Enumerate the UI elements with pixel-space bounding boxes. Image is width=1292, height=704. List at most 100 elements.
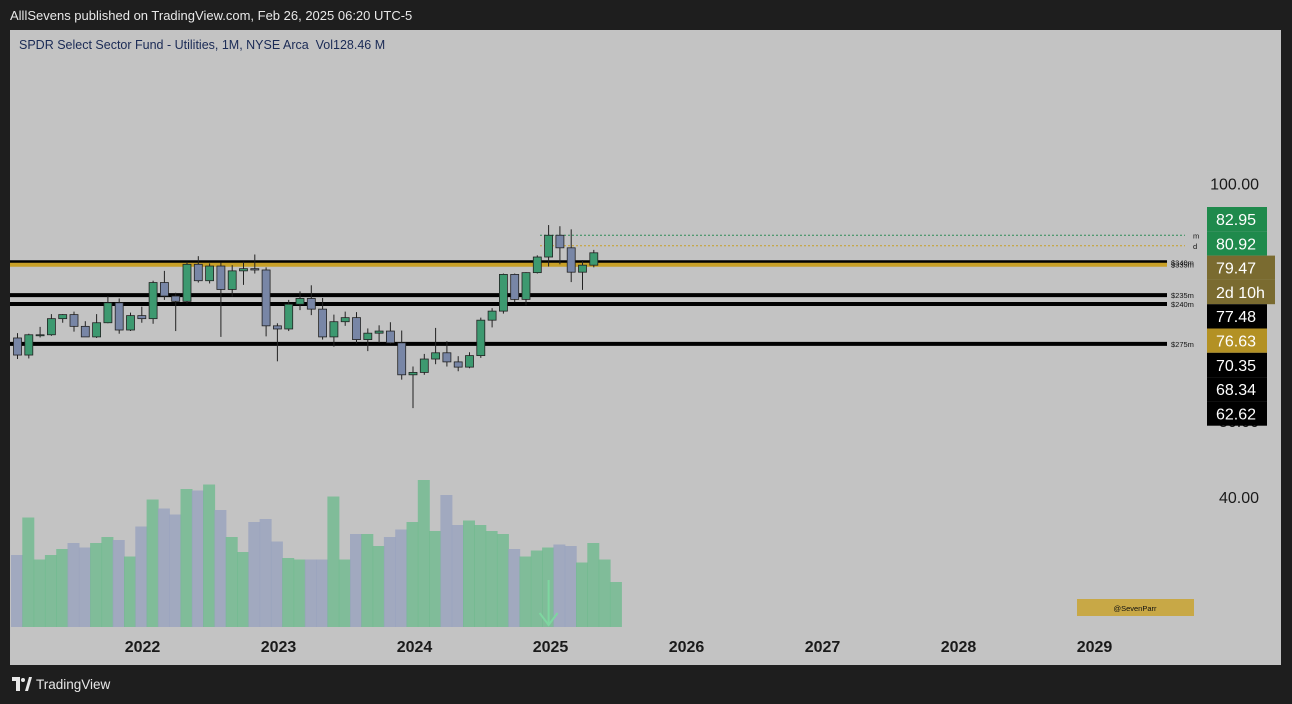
volume-bar: [67, 543, 80, 627]
volume-bar: [90, 543, 103, 627]
volume-bar: [214, 510, 227, 627]
volume-bar: [169, 514, 182, 627]
candle-down: [306, 298, 316, 310]
volume-bar: [609, 582, 622, 627]
watermark-text: @SevenParr: [1113, 604, 1157, 613]
volume-readout: Vol128.46 M: [315, 38, 386, 52]
candle-up: [487, 310, 497, 321]
tradingview-logo-icon[interactable]: [12, 677, 32, 691]
candle-down: [114, 302, 124, 331]
volume-bar: [383, 537, 396, 627]
volume-bar: [259, 519, 272, 627]
volume-bar: [304, 559, 317, 627]
candle-up: [284, 303, 294, 330]
dotted-level-tag: m: [1193, 231, 1199, 240]
volume-bar: [406, 522, 419, 627]
x-tick-label: 2023: [261, 639, 297, 656]
volume-bar: [361, 534, 374, 627]
plot-layer: [10, 225, 1185, 627]
volume-bar: [372, 546, 385, 627]
volume-bar: [124, 556, 136, 627]
candle-up: [544, 234, 553, 258]
candle-up: [329, 321, 339, 338]
volume-bar: [237, 552, 249, 627]
volume-bar: [553, 544, 566, 627]
volume-bar: [598, 559, 611, 627]
volume-bar: [451, 525, 464, 627]
level-label: $235m: [1171, 291, 1194, 300]
volume-bar: [146, 499, 159, 627]
volume-bar: [474, 525, 487, 627]
price-tag: [1207, 304, 1267, 329]
volume-bar: [530, 550, 543, 627]
price-tag: [1207, 401, 1267, 426]
candle-down: [261, 269, 271, 327]
volume-bar: [248, 522, 261, 627]
price-tag-text: 77.48: [1216, 309, 1256, 326]
candle-down: [510, 274, 520, 300]
price-tag-text: 82.95: [1216, 212, 1256, 229]
candle-up: [476, 319, 486, 357]
volume-bar: [338, 559, 351, 627]
candle-up: [578, 264, 587, 273]
candle-down: [80, 325, 90, 338]
volume-bar: [417, 480, 430, 627]
volume-bar: [316, 559, 329, 627]
volume-bar: [135, 526, 148, 627]
publish-header: AlllSevens published on TradingView.com,…: [0, 0, 1292, 30]
x-tick-label: 2026: [669, 639, 705, 656]
price-tag: [1207, 255, 1275, 280]
price-tag-text: 68.34: [1216, 382, 1256, 399]
volume-bar: [508, 549, 521, 627]
volume-bar: [576, 562, 588, 627]
candle-down: [250, 268, 260, 271]
candle-down: [272, 325, 282, 330]
volume-bar: [519, 556, 532, 627]
dotted-level-tag: d: [1193, 242, 1197, 251]
volume-bar: [191, 490, 204, 627]
price-tag: [1207, 352, 1267, 378]
x-tick-label: 2022: [125, 639, 161, 656]
candle-up: [465, 355, 474, 368]
candle-up: [35, 334, 45, 337]
candle-up: [92, 322, 101, 338]
volume-bar: [440, 495, 453, 627]
x-tick-label: 2027: [805, 639, 841, 656]
y-tick-label: 100.00: [1210, 177, 1259, 194]
volume-bar: [429, 531, 442, 627]
candle-down: [453, 361, 463, 368]
price-tag-text: 80.92: [1216, 236, 1256, 253]
candle-up: [47, 318, 56, 336]
y-tick-label: 40.00: [1219, 490, 1259, 507]
volume-bar: [112, 540, 125, 627]
candle-up: [408, 372, 418, 376]
volume-bar: [395, 529, 408, 627]
candle-up: [363, 332, 373, 340]
symbol-title-text: SPDR Select Sector Fund - Utilities, 1M,…: [19, 38, 309, 52]
price-tag: [1207, 279, 1275, 305]
x-tick-label: 2025: [533, 639, 569, 656]
candle-up: [589, 252, 599, 266]
volume-bar: [564, 546, 577, 627]
candle-up: [103, 302, 113, 324]
candle-up: [227, 270, 237, 290]
price-tag-text: 70.35: [1216, 358, 1256, 375]
volume-bar: [485, 531, 498, 627]
candle-up: [205, 265, 215, 282]
volume-bar: [78, 547, 91, 627]
price-tag: [1207, 231, 1267, 256]
price-tag-text: 62.62: [1216, 406, 1256, 423]
price-tag-text: 79.47: [1216, 261, 1256, 278]
level-label: $335m: [1171, 261, 1194, 270]
candle-up: [521, 272, 531, 300]
tradingview-brand[interactable]: TradingView: [36, 677, 111, 692]
volume-bar: [496, 534, 509, 627]
candle-up: [431, 352, 441, 360]
candle-up: [340, 317, 350, 323]
x-tick-label: 2028: [941, 639, 977, 656]
candle-down: [352, 317, 361, 340]
candle-down: [171, 295, 181, 302]
volume-bar: [56, 549, 69, 627]
watermark-box: [1077, 599, 1194, 616]
